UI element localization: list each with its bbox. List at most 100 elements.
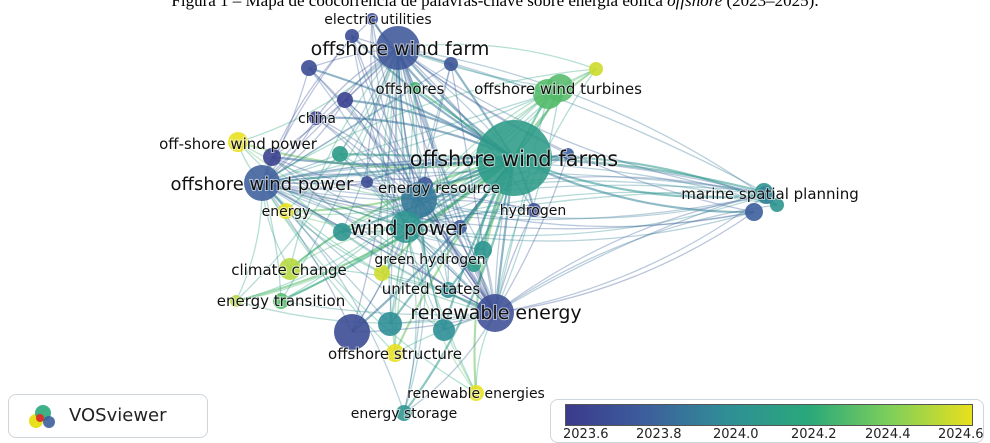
node-climate-change[interactable] bbox=[279, 258, 301, 280]
network-node-minor[interactable] bbox=[378, 312, 402, 336]
network-edge bbox=[397, 47, 449, 291]
network-edge bbox=[285, 47, 399, 212]
network-edge bbox=[280, 226, 407, 302]
network-edge bbox=[271, 156, 496, 314]
legend-tick: 2023.8 bbox=[636, 427, 682, 442]
network-edge bbox=[261, 47, 399, 184]
label-offshore-wind-farms: offshore wind farms bbox=[410, 147, 618, 171]
label-offshores: offshores bbox=[376, 80, 445, 98]
network-edge bbox=[494, 153, 569, 314]
color-scale-legend: 2023.6 2023.8 2024.0 2024.2 2024.4 2024.… bbox=[550, 399, 984, 443]
vosviewer-label: VOSviewer bbox=[69, 405, 167, 426]
label-china: china bbox=[298, 111, 336, 127]
network-edge bbox=[494, 87, 561, 314]
node-offshore-wind-farms[interactable] bbox=[476, 120, 552, 196]
figure-caption: Figura 1 – Mapa de coocorrência de palav… bbox=[0, 0, 990, 11]
network-edge bbox=[261, 182, 449, 291]
network-node-minor[interactable] bbox=[453, 220, 467, 234]
node-china[interactable] bbox=[309, 111, 323, 125]
network-edge bbox=[494, 93, 549, 314]
node-energy-storage[interactable] bbox=[396, 405, 412, 421]
network-edge bbox=[418, 194, 767, 220]
network-node-minor[interactable] bbox=[433, 319, 455, 341]
node-electric-utilities[interactable] bbox=[366, 13, 378, 25]
network-edge bbox=[261, 182, 767, 221]
node-renewable-energy[interactable] bbox=[476, 294, 514, 332]
network-node-minor[interactable] bbox=[745, 203, 763, 221]
network-node-minor[interactable] bbox=[361, 176, 373, 188]
network-edge bbox=[237, 47, 399, 143]
node-off-shore-wind-power[interactable] bbox=[228, 132, 248, 152]
node-wind-power[interactable] bbox=[390, 211, 422, 243]
node-energy-resource[interactable] bbox=[401, 182, 437, 218]
network-node-minor[interactable] bbox=[337, 92, 353, 108]
network-node-minor[interactable] bbox=[332, 146, 348, 162]
network-edge bbox=[366, 181, 496, 314]
label-green-hydrogen: green hydrogen bbox=[374, 252, 485, 268]
network-edge bbox=[397, 47, 484, 251]
network-edge bbox=[237, 141, 407, 228]
network-edge bbox=[494, 194, 767, 314]
node-marine-spatial-planning[interactable] bbox=[757, 186, 775, 204]
label-hydrogen: hydrogen bbox=[500, 203, 566, 219]
network-edge bbox=[341, 47, 399, 233]
label-energy-storage: energy storage bbox=[351, 406, 457, 422]
label-renewable-energies: renewable energies bbox=[407, 386, 545, 402]
network-edge bbox=[261, 87, 416, 184]
legend-tick: 2024.6 bbox=[938, 427, 984, 442]
network-node-minor[interactable] bbox=[230, 295, 242, 307]
network-node-minor[interactable] bbox=[301, 60, 317, 76]
network-edge bbox=[380, 47, 399, 274]
network-edge bbox=[403, 199, 427, 414]
network-node-minor[interactable] bbox=[474, 241, 492, 259]
node-energy-transition[interactable] bbox=[273, 293, 289, 309]
network-edge bbox=[261, 63, 452, 184]
label-offshore-structure: offshore structure bbox=[328, 345, 462, 363]
network-edge bbox=[397, 43, 597, 70]
network-node-minor[interactable] bbox=[467, 258, 481, 272]
network-edge bbox=[261, 182, 461, 228]
vosviewer-logo-icon bbox=[29, 405, 55, 428]
network-edge bbox=[405, 194, 767, 237]
label-wind-power: wind power bbox=[350, 216, 466, 240]
network-node-minor[interactable] bbox=[562, 148, 574, 160]
network-edge bbox=[397, 47, 424, 414]
network-edge bbox=[397, 47, 496, 314]
node-offshore-structure[interactable] bbox=[386, 344, 404, 362]
network-edges bbox=[235, 18, 778, 414]
label-renewable-energy: renewable energy bbox=[410, 302, 581, 324]
network-edge bbox=[351, 35, 496, 314]
network-edge bbox=[494, 204, 778, 314]
network-node-minor[interactable] bbox=[444, 57, 458, 71]
node-united-states[interactable] bbox=[440, 282, 456, 298]
network-edge bbox=[397, 47, 475, 266]
node-hydrogen[interactable] bbox=[527, 203, 541, 217]
node-offshore-wind-farm[interactable] bbox=[376, 26, 420, 70]
network-edge bbox=[418, 180, 778, 206]
network-edge bbox=[341, 231, 496, 314]
node-renewable-energies[interactable] bbox=[468, 385, 484, 401]
node-offshore-wind-turbines[interactable] bbox=[546, 74, 574, 102]
node-offshores[interactable] bbox=[409, 82, 421, 94]
network-edge bbox=[261, 182, 755, 230]
label-offshore-wind-power: offshore wind power bbox=[171, 174, 355, 195]
network-node-minor[interactable] bbox=[770, 198, 784, 212]
network-edge bbox=[397, 47, 461, 228]
network-node-minor[interactable] bbox=[345, 29, 359, 43]
label-offshore-wind-farm: offshore wind farm bbox=[311, 38, 490, 60]
node-energy[interactable] bbox=[278, 203, 294, 219]
caption-text: Figura 1 – Mapa de coocorrência de palav… bbox=[171, 0, 668, 10]
network-node-minor[interactable] bbox=[334, 314, 370, 350]
network-edge bbox=[261, 182, 420, 201]
vosviewer-badge[interactable]: VOSviewer bbox=[8, 394, 208, 438]
label-energy: energy bbox=[262, 204, 311, 220]
node-offshore-wind-power[interactable] bbox=[244, 165, 280, 201]
network-edge bbox=[397, 47, 767, 196]
node-green-hydrogen[interactable] bbox=[374, 265, 390, 281]
network-node-minor[interactable] bbox=[589, 62, 603, 76]
network-node-minor[interactable] bbox=[263, 148, 281, 166]
network-edge bbox=[405, 190, 765, 228]
network-edge bbox=[351, 35, 420, 201]
network-node-minor[interactable] bbox=[333, 223, 351, 241]
